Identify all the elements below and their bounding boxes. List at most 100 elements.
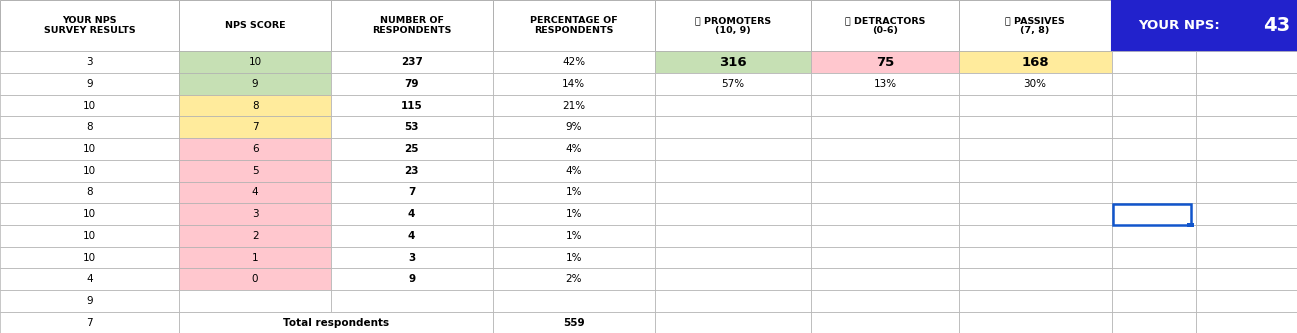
Text: 8: 8 [87,122,93,132]
Bar [655,181,812,203]
Bar [179,160,331,181]
Bar [1196,117,1297,138]
Bar [331,73,493,95]
Bar [493,95,655,117]
Text: 4%: 4% [565,144,582,154]
Bar [331,312,493,333]
Text: 57%: 57% [721,79,744,89]
Bar [493,225,655,247]
Bar [1196,181,1297,203]
Bar [331,160,493,181]
Bar [958,203,1112,225]
Bar [179,290,331,312]
Bar [493,51,655,73]
Text: YOUR NPS
SURVEY RESULTS: YOUR NPS SURVEY RESULTS [44,16,136,35]
Bar [958,290,1112,312]
Bar [812,160,958,181]
Bar [812,138,958,160]
Text: 4: 4 [87,274,93,284]
Text: 8: 8 [252,101,258,111]
Bar [655,117,812,138]
Bar [1196,73,1297,95]
Bar [493,181,655,203]
Bar [179,225,331,247]
Bar [0,247,179,268]
Bar [958,73,1112,95]
Bar [812,247,958,268]
Bar [812,290,958,312]
Bar [655,290,812,312]
Bar [655,268,812,290]
Bar [0,51,179,73]
Bar [493,247,655,268]
Bar [0,73,179,95]
Bar [655,312,812,333]
Bar [179,73,331,95]
Bar [493,138,655,160]
Bar [331,138,493,160]
Bar [958,160,1112,181]
Text: 10: 10 [83,101,96,111]
Bar [1196,95,1297,117]
Bar [179,138,331,160]
Text: 👍 PROMOTERS
(10, 9): 👍 PROMOTERS (10, 9) [695,16,772,35]
Bar [655,51,812,73]
Bar [179,268,331,290]
Bar [958,138,1112,160]
Text: 7: 7 [87,318,93,328]
Text: 14%: 14% [562,79,585,89]
Text: 43: 43 [1263,16,1291,35]
Bar [812,0,958,51]
Text: 30%: 30% [1023,79,1047,89]
Text: 6: 6 [252,144,258,154]
Bar [179,0,331,51]
Bar [0,0,179,51]
Text: 168: 168 [1021,56,1049,69]
Bar [493,73,655,95]
Bar [179,312,493,333]
Bar [1112,225,1196,247]
Text: 8: 8 [87,187,93,197]
Bar [0,290,179,312]
Bar [812,95,958,117]
Bar [958,181,1112,203]
Bar [1196,203,1297,225]
Text: 1%: 1% [565,231,582,241]
Text: 79: 79 [405,79,419,89]
Bar [655,247,812,268]
Text: NUMBER OF
RESPONDENTS: NUMBER OF RESPONDENTS [372,16,451,35]
Text: 3: 3 [87,57,93,67]
Bar [331,290,493,312]
Bar [1112,290,1196,312]
Text: 1%: 1% [565,209,582,219]
Text: 3: 3 [252,209,258,219]
Text: 👎 DETRACTORS
(0-6): 👎 DETRACTORS (0-6) [844,16,925,35]
Bar [179,51,331,73]
Bar [958,51,1112,73]
Bar [655,95,812,117]
Text: 3: 3 [409,252,415,262]
Bar [493,268,655,290]
Bar [1112,203,1196,225]
Text: 9: 9 [87,79,93,89]
Text: 9: 9 [252,79,258,89]
Bar [1112,247,1196,268]
Bar [812,268,958,290]
Text: 23: 23 [405,166,419,176]
Bar [655,225,812,247]
Text: 10: 10 [83,144,96,154]
Text: 7: 7 [252,122,258,132]
Bar [493,0,655,51]
Text: 10: 10 [83,252,96,262]
Text: 5: 5 [252,166,258,176]
Bar [493,312,655,333]
Bar [958,0,1112,51]
Bar [1113,203,1191,225]
Bar [655,73,812,95]
Bar [331,181,493,203]
Text: 115: 115 [401,101,423,111]
Bar [0,312,179,333]
Text: 1%: 1% [565,252,582,262]
Bar [0,160,179,181]
Bar [1112,312,1196,333]
